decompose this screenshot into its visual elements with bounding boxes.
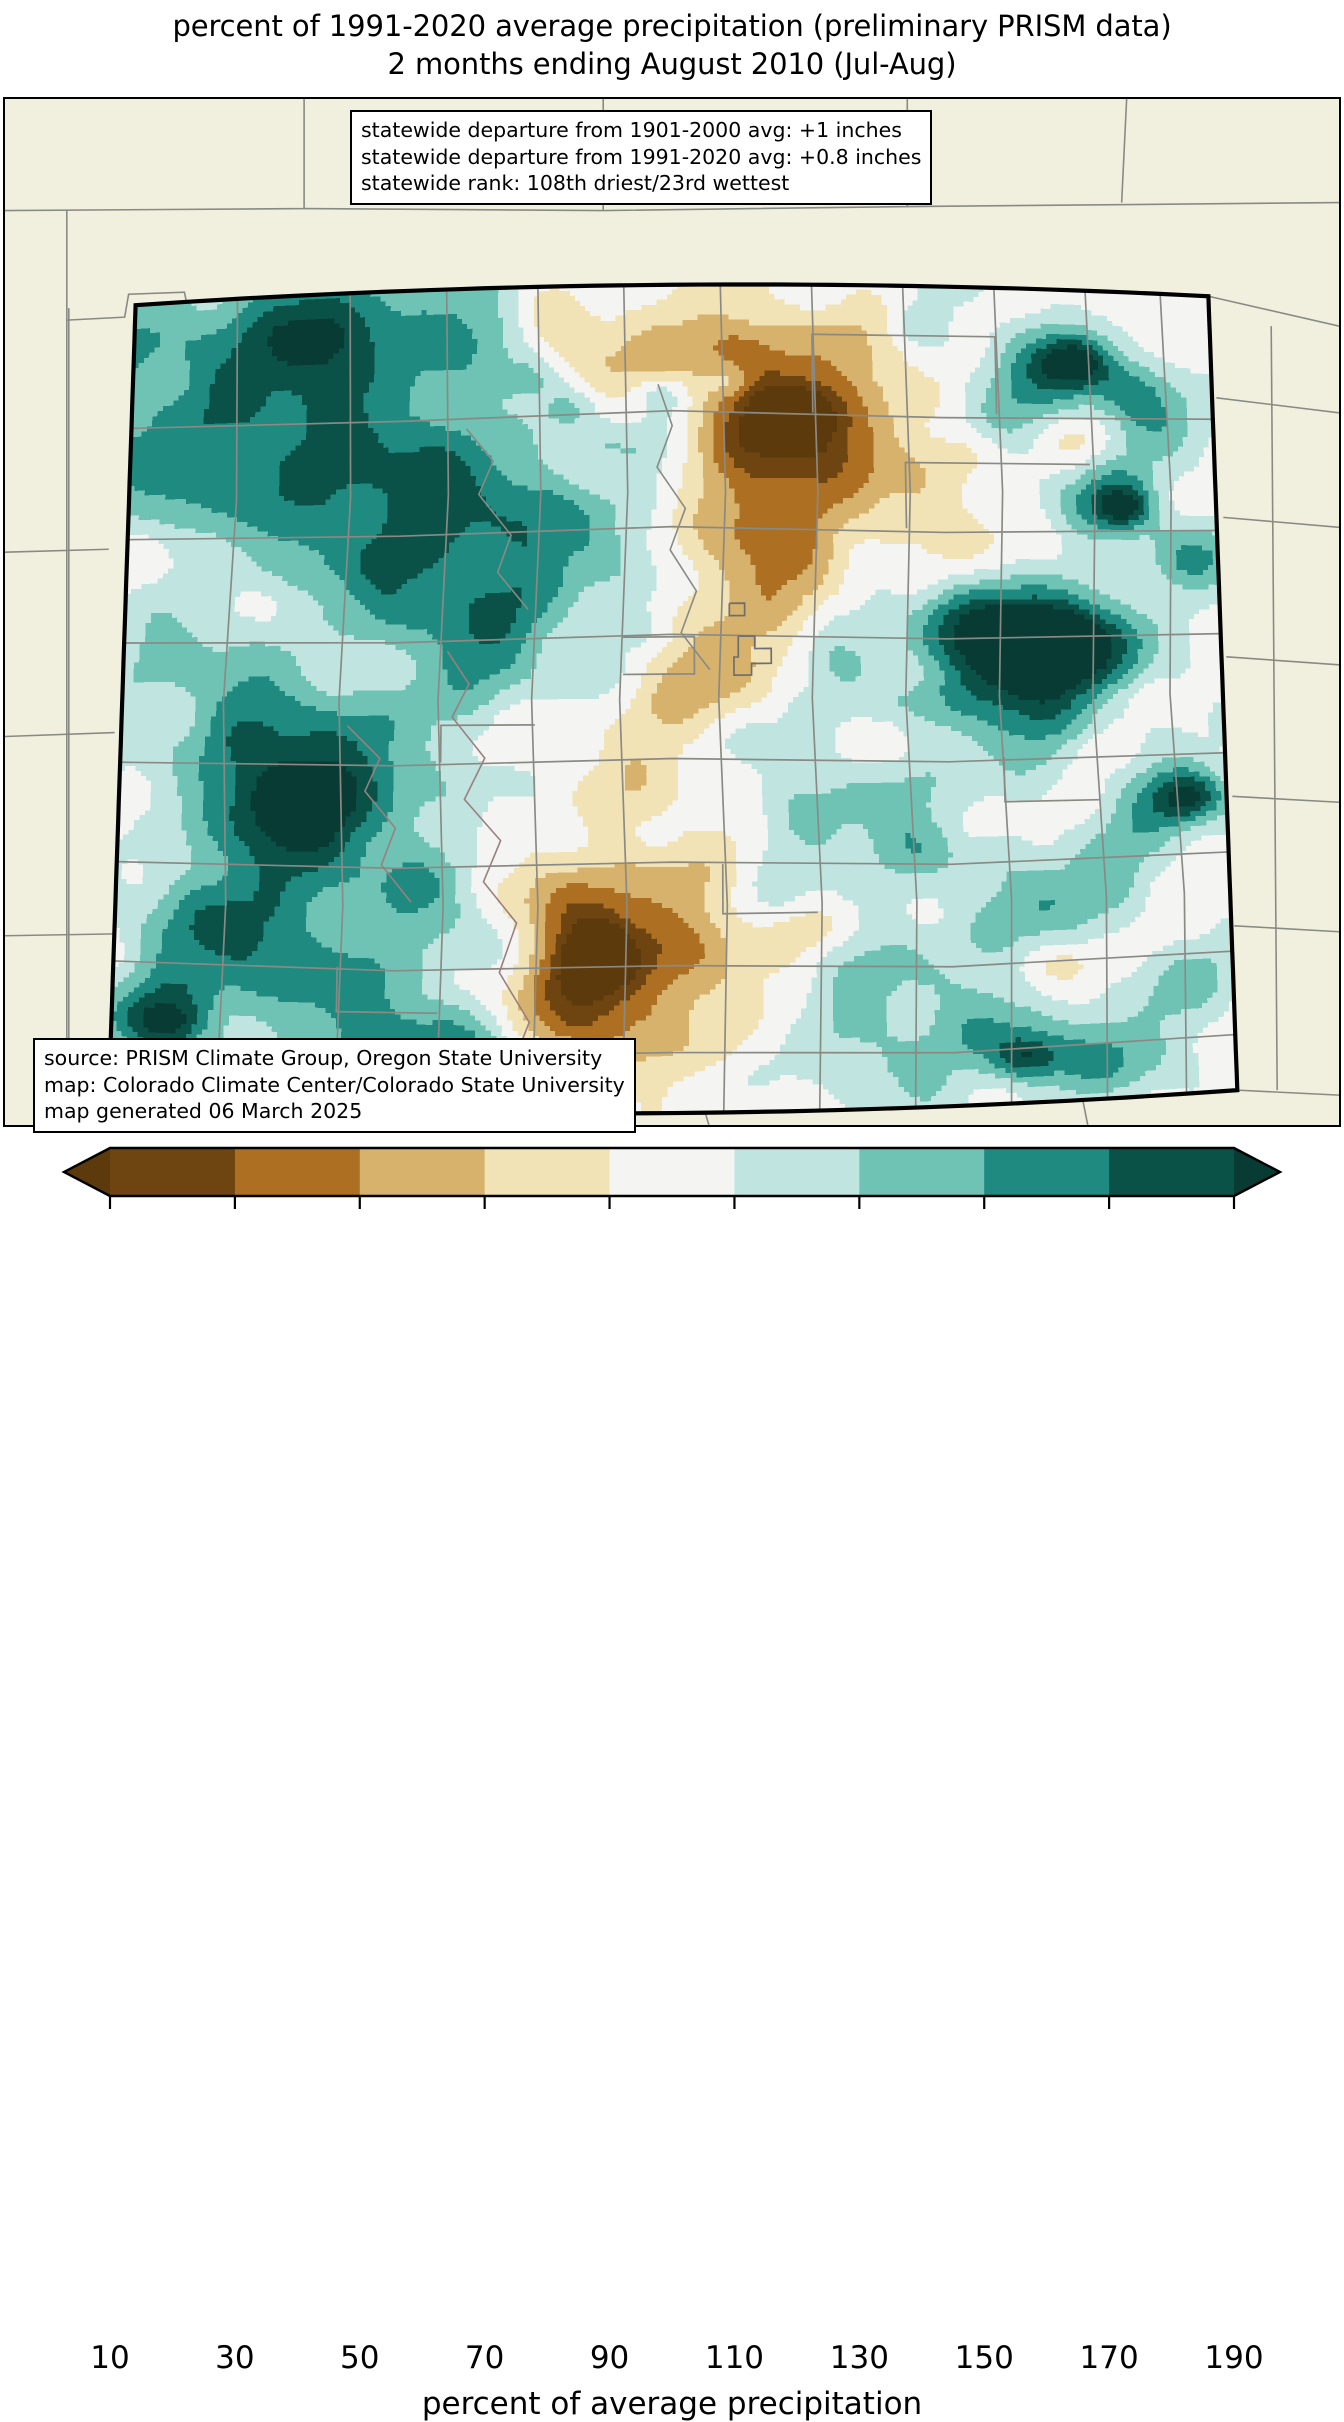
county-line — [901, 285, 918, 1108]
county-line — [1208, 295, 1339, 327]
colorbar-swatches — [61, 1146, 1283, 1209]
source-data-line: source: PRISM Climate Group, Oregon Stat… — [44, 1046, 603, 1070]
county-line — [618, 285, 629, 1114]
colorbar-band — [359, 1148, 486, 1196]
county-line — [728, 602, 746, 617]
colorado-state-border — [106, 282, 1240, 1116]
county-line — [1159, 293, 1188, 1094]
county-line — [1232, 795, 1339, 804]
county-line — [304, 207, 604, 212]
county-line — [1003, 756, 1100, 803]
county-line — [5, 731, 115, 738]
county-line — [810, 284, 823, 1111]
source-attribution-box: source: PRISM Climate Group, Oregon Stat… — [33, 1038, 636, 1133]
county-line — [1226, 656, 1339, 666]
page-title-line-2: 2 months ending August 2010 (Jul-Aug) — [387, 46, 957, 81]
colorbar-band — [484, 1148, 611, 1196]
county-line — [131, 409, 1213, 430]
county-line — [530, 286, 542, 1114]
county-line — [721, 864, 818, 915]
source-generated-line: map generated 06 March 2025 — [44, 1099, 363, 1124]
county-line — [465, 428, 529, 610]
colorbar-tick-label: 190 — [1204, 2340, 1264, 2376]
county-line — [346, 725, 412, 903]
county-line — [1223, 516, 1339, 529]
county-line — [333, 293, 352, 1110]
county-line — [1120, 99, 1128, 203]
colorbar-band — [984, 1148, 1110, 1196]
colorbar-tick-labels: 10 30 50 70 90 110 130 150 170 190 — [0, 2340, 1344, 2380]
county-line — [1237, 1089, 1339, 1096]
stat-statewide-rank: statewide rank: 108th driest/23rd wettes… — [361, 171, 790, 196]
statewide-statistics-box: statewide departure from 1901-2000 avg: … — [350, 110, 933, 205]
colorbar-tick-label: 150 — [954, 2340, 1014, 2376]
colorbar-tick-label: 130 — [829, 2340, 889, 2376]
county-line — [811, 333, 998, 415]
county-line — [5, 932, 123, 937]
colorbar-axis-title: percent of average precipitation — [421, 2386, 923, 2422]
county-line — [215, 298, 239, 1106]
page-title: percent of 1991-2020 average precipitati… — [0, 8, 1344, 83]
county-line — [907, 201, 1339, 208]
county-line — [435, 289, 450, 1112]
county-line — [127, 525, 1217, 541]
colorbar-tick-label: 10 — [90, 2340, 130, 2376]
colorbar-band — [234, 1148, 361, 1196]
county-line — [1084, 290, 1109, 1099]
map-frame — [3, 97, 1341, 1127]
colorbar-tick-label: 50 — [340, 2340, 380, 2376]
county-line — [1270, 326, 1278, 1091]
county-line — [335, 966, 438, 1015]
county-line — [1234, 924, 1339, 933]
county-line — [733, 635, 773, 677]
colorbar-over-arrow — [1234, 1148, 1280, 1196]
colorbar-tick-label: 110 — [704, 2340, 765, 2376]
colorbar-band — [1109, 1148, 1235, 1196]
source-map-line: map: Colorado Climate Center/Colorado St… — [44, 1072, 625, 1097]
colorbar-band — [859, 1148, 985, 1196]
county-line — [5, 548, 109, 554]
colorbar-band — [609, 1148, 736, 1196]
county-line — [113, 950, 1233, 972]
county-line — [116, 851, 1229, 870]
colorado-county-lines — [110, 284, 1236, 1114]
county-line — [656, 384, 711, 671]
county-line — [120, 751, 1226, 767]
colorado-precipitation-map — [5, 99, 1339, 1125]
stat-departure-1901-2000: statewide departure from 1901-2000 avg: … — [361, 118, 902, 142]
county-line — [992, 287, 1013, 1104]
county-line — [1216, 397, 1339, 414]
county-line — [124, 632, 1221, 644]
colorbar-band — [734, 1148, 860, 1196]
colorbar-tick-label: 170 — [1079, 2340, 1139, 2376]
county-line — [439, 724, 535, 763]
county-line — [717, 284, 729, 1113]
page-title-line-1: percent of 1991-2020 average precipitati… — [172, 9, 1172, 43]
colorbar-band — [110, 1148, 236, 1196]
colorbar: 10 30 50 70 90 110 130 150 170 190 percent of ave… — [0, 1140, 1344, 2422]
colorbar-tick-label: 30 — [215, 2340, 255, 2376]
stat-departure-1991-2020: statewide departure from 1991-2020 avg: … — [361, 144, 922, 169]
climate-map-page: percent of 1991-2020 average precipitati… — [0, 8, 1344, 2422]
county-line — [446, 650, 539, 1114]
colorbar-tick-label: 70 — [464, 2340, 505, 2376]
colorbar-tick-label: 90 — [589, 2340, 630, 2376]
precipitation-contour-field — [108, 284, 1238, 1114]
county-line — [904, 461, 1090, 529]
colorbar-under-arrow — [64, 1148, 110, 1196]
county-line — [623, 635, 696, 676]
